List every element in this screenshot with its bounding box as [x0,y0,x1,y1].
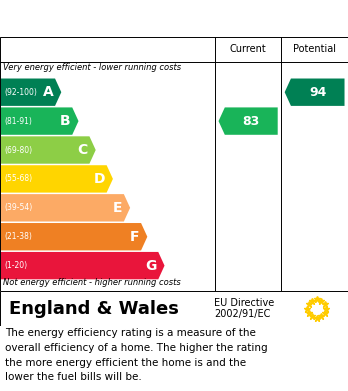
Text: (21-38): (21-38) [4,232,32,241]
Text: 2002/91/EC: 2002/91/EC [214,309,270,319]
Text: Potential: Potential [293,45,336,54]
Polygon shape [285,79,345,106]
Text: Not energy efficient - higher running costs: Not energy efficient - higher running co… [3,278,181,287]
Polygon shape [219,108,278,135]
Text: (92-100): (92-100) [4,88,37,97]
Polygon shape [1,165,113,193]
Text: (81-91): (81-91) [4,117,32,126]
Text: B: B [60,114,71,128]
Polygon shape [1,194,130,222]
Text: 94: 94 [309,86,326,99]
Text: Current: Current [230,45,267,54]
Text: E: E [113,201,122,215]
Text: EU Directive: EU Directive [214,298,274,308]
Text: F: F [130,230,139,244]
Polygon shape [1,79,61,106]
Polygon shape [1,252,165,279]
Text: C: C [78,143,88,157]
Text: D: D [93,172,105,186]
Text: The energy efficiency rating is a measure of the
overall efficiency of a home. T: The energy efficiency rating is a measur… [5,328,268,382]
Polygon shape [1,136,96,164]
Text: England & Wales: England & Wales [9,300,179,317]
Text: Energy Efficiency Rating: Energy Efficiency Rating [9,10,238,28]
Text: (69-80): (69-80) [4,145,32,154]
Text: G: G [145,258,157,273]
Text: (55-68): (55-68) [4,174,32,183]
Polygon shape [1,223,147,250]
Polygon shape [1,108,79,135]
Text: (1-20): (1-20) [4,261,27,270]
Text: A: A [42,85,53,99]
Text: 83: 83 [243,115,260,127]
Text: Very energy efficient - lower running costs: Very energy efficient - lower running co… [3,63,181,72]
Text: (39-54): (39-54) [4,203,32,212]
